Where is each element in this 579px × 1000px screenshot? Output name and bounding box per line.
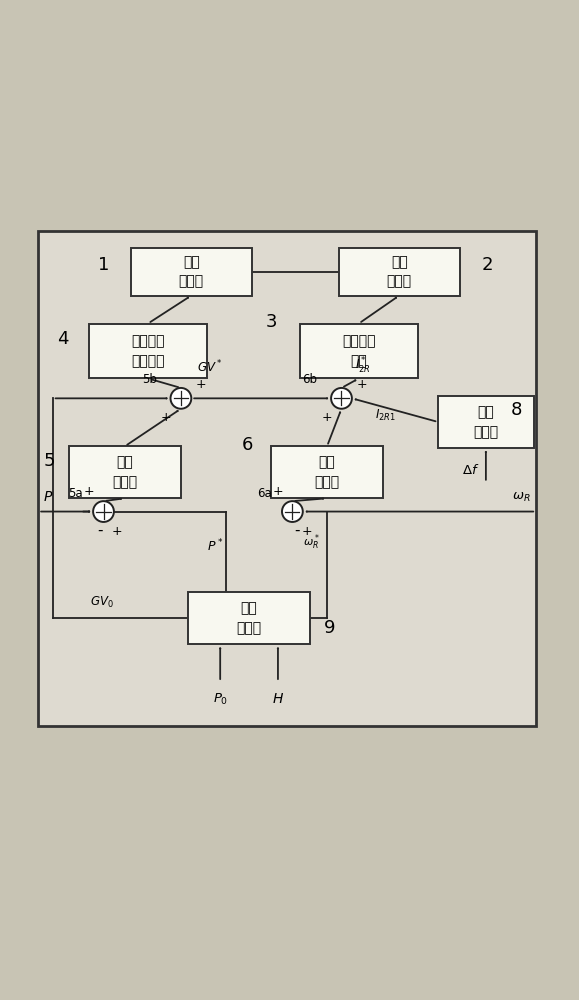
Text: P: P [44,490,52,504]
Text: 8: 8 [511,401,522,419]
Text: $\omega_R$: $\omega_R$ [512,491,531,504]
Text: 控制部: 控制部 [314,475,340,489]
Text: +: + [195,378,206,391]
Text: +: + [112,525,123,538]
Bar [131,248,252,296]
Bar [438,396,533,448]
Circle shape [170,388,191,409]
Text: $\Delta f$: $\Delta f$ [461,463,479,477]
Text: $I_{2R}^*$: $I_{2R}^*$ [356,356,371,376]
Circle shape [93,501,114,522]
Text: 6b: 6b [302,373,317,386]
Bar [89,324,207,378]
Text: +: + [302,525,312,538]
Text: $GV^*$: $GV^*$ [197,359,223,375]
Bar [188,592,310,644]
Bar [339,248,460,296]
Text: 2: 2 [482,256,493,274]
Text: +: + [321,411,332,424]
Text: 优化: 优化 [241,602,258,616]
Text: 电动机: 电动机 [387,275,412,289]
Text: $GV_0$: $GV_0$ [90,595,114,610]
Text: 速度: 速度 [318,455,335,469]
Text: 5b: 5b [142,373,156,386]
Text: 9: 9 [324,619,336,637]
Text: 6a: 6a [257,487,272,500]
Text: 处理部: 处理部 [236,621,262,635]
Text: $\omega_R^*$: $\omega_R^*$ [303,532,320,552]
Text: 3: 3 [265,313,277,331]
Text: -: - [97,523,103,538]
Text: +: + [357,378,368,391]
Text: 校正部: 校正部 [473,425,499,439]
Bar [271,446,383,498]
Text: $P^*$: $P^*$ [207,538,223,554]
Bar [38,231,536,726]
Text: 输出: 输出 [116,455,133,469]
Text: 发电: 发电 [391,255,408,269]
Text: 控制装置: 控制装置 [131,354,165,368]
Text: 二次励磁: 二次励磁 [342,334,376,348]
Circle shape [331,388,352,409]
Text: H: H [273,692,283,706]
Text: 水泵: 水泵 [183,255,200,269]
Bar [68,446,181,498]
Text: 装置: 装置 [350,354,367,368]
Text: 5a: 5a [68,487,83,500]
Text: -: - [294,523,300,538]
Text: 5: 5 [44,452,56,470]
Text: +: + [273,485,283,498]
Bar [299,324,418,378]
Text: +: + [160,411,171,424]
Text: 导流叶片: 导流叶片 [131,334,165,348]
Text: 输出: 输出 [478,405,494,419]
Text: 水轮机: 水轮机 [179,275,204,289]
Text: 1: 1 [98,256,109,274]
Text: $I_{2R1}$: $I_{2R1}$ [375,408,396,423]
Text: 控制部: 控制部 [112,475,137,489]
Text: 4: 4 [57,330,69,348]
Text: $P_0$: $P_0$ [212,692,228,707]
Circle shape [282,501,303,522]
Text: 6: 6 [242,436,254,454]
Text: +: + [84,485,94,498]
